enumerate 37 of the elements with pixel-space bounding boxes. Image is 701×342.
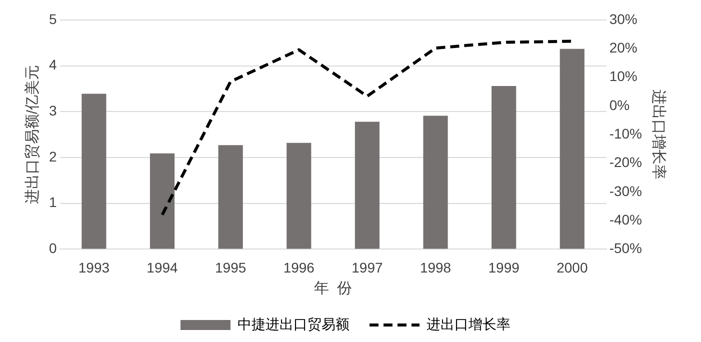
y-tick-label: 1 [48,194,57,210]
x-tick-label: 1993 [78,259,110,276]
y-tick-label: 0 [48,240,57,256]
legend-label: 进出口增长率 [426,316,510,332]
bar [560,48,584,249]
y2-tick-label: 30% [609,10,638,27]
y2-tick-label: -40% [609,211,642,228]
y2-tick-label: -20% [609,154,642,170]
x-axis-title: 年 份 [314,280,352,298]
legend-label: 中捷进出口贸易额 [238,316,350,332]
y-tick-label: 3 [48,102,57,119]
bar [82,94,106,249]
y2-tick-label: 0% [609,96,630,113]
x-tick-label: 1997 [352,259,383,276]
y-tick-label: 2 [48,148,57,164]
x-tick-label: 2000 [556,259,588,276]
y2-axis-title: 进出口增长率 [650,90,667,180]
y2-tick-label: -10% [609,125,642,142]
y-tick-label: 4 [48,56,57,73]
bar [354,122,380,249]
bar [150,153,175,249]
y-axis-title: 进出口贸易额/亿美元 [24,65,42,204]
bar [423,116,448,249]
y-tick-label: 5 [48,10,57,27]
x-tick-label: 1998 [420,259,452,276]
bar [492,86,516,249]
bar [286,142,312,249]
y2-tick-label: -50% [609,240,642,256]
bar [218,145,243,249]
line-series [160,40,574,216]
x-tick-label: 1996 [283,259,315,276]
x-tick-label: 1999 [488,259,520,276]
x-tick-label: 1994 [146,259,178,276]
y2-tick-label: 20% [609,40,638,56]
y2-tick-label: 10% [609,68,638,84]
y2-tick-label: -30% [609,182,642,199]
x-tick-label: 1995 [215,259,246,276]
